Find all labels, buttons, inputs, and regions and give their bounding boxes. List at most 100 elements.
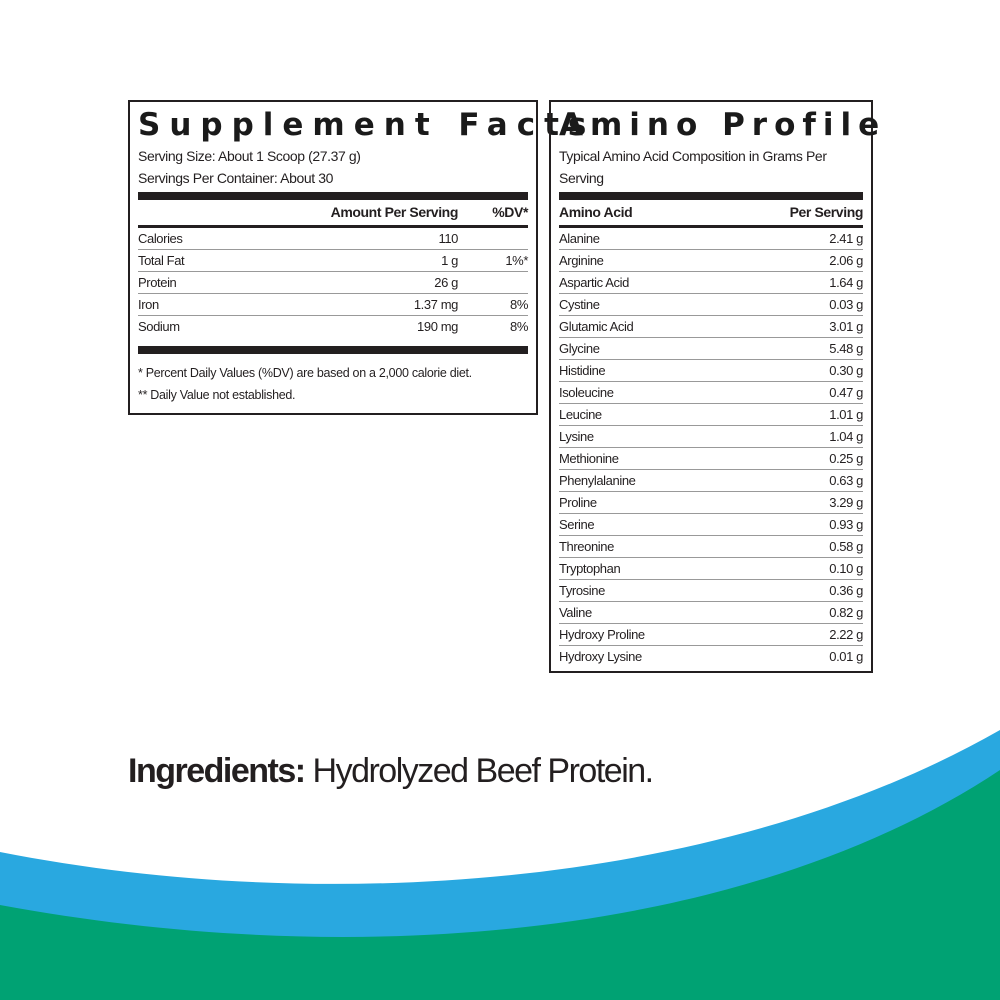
amino-acid-value: 0.36 g [829,583,863,598]
amino-acid-value: 0.93 g [829,517,863,532]
amino-acid-name: Threonine [559,539,614,554]
amino-acid-value: 0.82 g [829,605,863,620]
amino-acid-value: 1.04 g [829,429,863,444]
amino-profile-panel: Amino Profile Typical Amino Acid Composi… [549,100,887,673]
nutrient-dv [458,228,528,249]
nutrient-amount: 1 g [441,253,458,268]
per-serving-header: Per Serving [789,204,864,220]
nutrient-dv: 8% [510,319,528,334]
amino-acid-name: Alanine [559,231,600,246]
amino-acid-name: Leucine [559,407,602,422]
amino-acid-name: Cystine [559,297,600,312]
amino-acid-header: Amino Acid [559,204,633,220]
table-row: Alanine 2.41 g [559,228,863,250]
amino-acid-value: 5.48 g [829,341,863,356]
table-row: Protein 26 g [138,272,528,294]
table-row: Tyrosine 0.36 g [559,580,863,602]
amino-profile-title: Amino Profile [559,107,887,143]
amino-acid-name: Glutamic Acid [559,319,634,334]
ingredients: Ingredients: Hydrolyzed Beef Protein. [128,752,655,791]
nutrient-amount: 26 g [434,275,458,290]
serving-size: Serving Size: About 1 Scoop (27.37 g) [138,148,361,164]
servings-per-container: Servings Per Container: About 30 [138,170,333,186]
amino-acid-name: Valine [559,605,592,620]
supplement-facts-panel: Supplement Facts Serving Size: About 1 S… [128,100,596,415]
nutrient-name: Protein [138,275,177,290]
amino-acid-value: 0.30 g [829,363,863,378]
dv-header: %DV* [492,204,528,220]
table-row: Tryptophan 0.10 g [559,558,863,580]
amino-acid-value: 1.64 g [829,275,863,290]
nutrient-name: Total Fat [138,253,185,268]
table-row: Lysine 1.04 g [559,426,863,448]
ingredients-text: Hydrolyzed Beef Protein. [304,752,655,790]
table-row: Sodium 190 mg 8% [138,316,528,337]
nutrient-dv [458,272,528,293]
amino-table: Amino Acid Per Serving Alanine 2.41 g Argi… [559,200,863,667]
amino-acid-value: 3.01 g [829,319,863,334]
amino-acid-value: 1.01 g [829,407,863,422]
table-row: Iron 1.37 mg 8% [138,294,528,316]
table-row: Leucine 1.01 g [559,404,863,426]
table-row: Calories 110 [138,228,528,250]
table-row: Glutamic Acid 3.01 g [559,316,863,338]
table-row: Serine 0.93 g [559,514,863,536]
amino-acid-name: Lysine [559,429,594,444]
amino-acid-value: 2.41 g [829,231,863,246]
table-row: Cystine 0.03 g [559,294,863,316]
table-header: Amount Per Serving %DV* [138,200,528,228]
amino-acid-name: Phenylalanine [559,473,636,488]
divider [559,192,863,200]
ingredients-label: Ingredients: [128,752,306,790]
supplement-table: Amount Per Serving %DV* Calories 110 Total… [138,200,528,337]
amino-acid-name: Hydroxy Lysine [559,649,642,664]
amino-acid-name: Histidine [559,363,606,378]
nutrient-name: Calories [138,231,183,246]
green-wave [0,770,1000,1000]
amino-acid-value: 0.47 g [829,385,863,400]
table-row: Histidine 0.30 g [559,360,863,382]
table-row: Arginine 2.06 g [559,250,863,272]
amino-acid-name: Hydroxy Proline [559,627,645,642]
amino-acid-name: Proline [559,495,597,510]
table-row: Aspartic Acid 1.64 g [559,272,863,294]
nutrient-name: Iron [138,297,159,312]
footnote: * Percent Daily Values (%DV) are based o… [138,366,472,380]
amino-acid-value: 0.01 g [829,649,863,664]
nutrient-amount: 190 mg [417,319,458,334]
table-row: Threonine 0.58 g [559,536,863,558]
supplement-facts-title: Supplement Facts [138,107,596,143]
amino-acid-value: 0.25 g [829,451,863,466]
amount-header: Amount Per Serving [330,204,459,220]
table-row: Valine 0.82 g [559,602,863,624]
table-row: Hydroxy Lysine 0.01 g [559,646,863,667]
table-row: Hydroxy Proline 2.22 g [559,624,863,646]
nutrient-dv: 1%* [505,253,528,268]
amino-acid-name: Tryptophan [559,561,621,576]
amino-acid-name: Aspartic Acid [559,275,629,290]
amino-acid-value: 0.03 g [829,297,863,312]
amino-acid-value: 3.29 g [829,495,863,510]
amino-subtitle: Typical Amino Acid Composition in Grams … [559,148,827,186]
amino-acid-name: Arginine [559,253,604,268]
amino-acid-value: 0.63 g [829,473,863,488]
table-header: Amino Acid Per Serving [559,200,863,228]
divider [138,346,528,354]
amino-acid-value: 2.22 g [829,627,863,642]
nutrient-name: Sodium [138,319,180,334]
nutrient-amount: 1.37 mg [413,297,459,312]
amino-acid-name: Glycine [559,341,600,356]
footnote: ** Daily Value not established. [138,388,296,402]
table-row: Isoleucine 0.47 g [559,382,863,404]
amino-acid-name: Serine [559,517,595,532]
table-row: Proline 3.29 g [559,492,863,514]
table-row: Methionine 0.25 g [559,448,863,470]
amino-acid-value: 0.58 g [829,539,863,554]
amino-acid-name: Tyrosine [559,583,605,598]
divider [138,192,528,200]
amino-acid-name: Isoleucine [559,385,614,400]
table-row: Total Fat 1 g 1%* [138,250,528,272]
nutrient-amount: 110 [438,231,458,246]
nutrient-dv: 8% [510,297,528,312]
